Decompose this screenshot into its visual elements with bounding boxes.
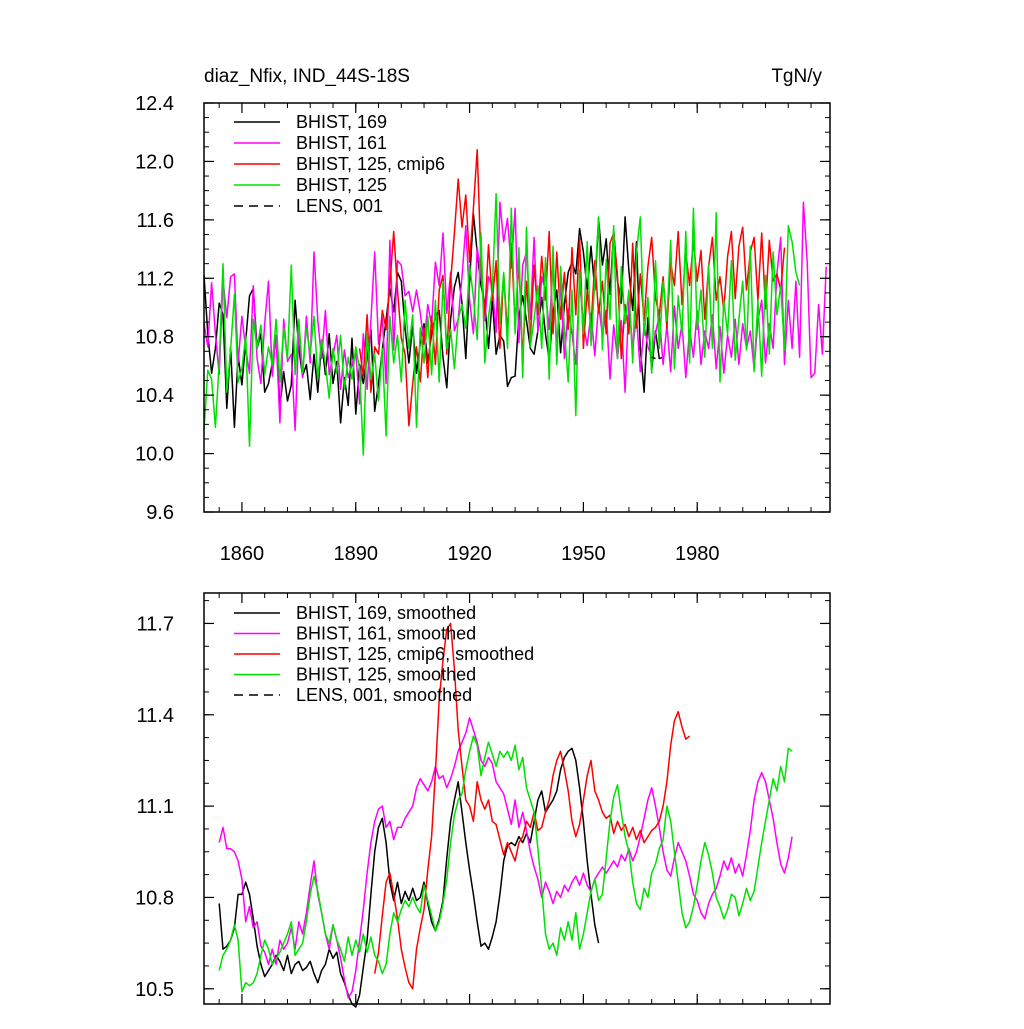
legend-label: BHIST, 161: [296, 133, 387, 153]
series-line-top-0: [203, 213, 664, 429]
series-line-bottom-3: [218, 735, 793, 993]
bottom-plot-frame: [203, 592, 831, 1005]
x-tick-label: 1980: [675, 543, 720, 565]
legend-label: BHIST, 125: [296, 175, 387, 195]
top-axes: 9.6 10.0 10.4 10.8 11.2 11.6 12.0 12.4 1860 1890 1…: [135, 93, 830, 565]
y-tick-label: 10.4: [135, 385, 174, 407]
y-tick-label: 10.0: [135, 444, 174, 466]
legend-label: BHIST, 125, smoothed: [296, 665, 476, 685]
chart-title-left: diaz_Nfix, IND_44S-18S: [204, 66, 410, 87]
bottom-axes: 10.5 10.8 11.1 11.4 11.7: [135, 593, 830, 1004]
legend-label: LENS, 001: [296, 196, 383, 216]
y-tick-label: 11.7: [137, 613, 174, 635]
y-tick-label: 11.6: [137, 210, 174, 232]
chart-title-right: TgN/y: [771, 66, 822, 87]
series-line-top-3: [203, 192, 801, 456]
y-tick-label: 11.1: [137, 796, 174, 818]
series-line-top-4: [651, 356, 656, 360]
y-tick-label: 12.4: [135, 93, 174, 115]
legend-label: LENS, 001, smoothed: [296, 685, 472, 705]
bottom-panel: 10.5 10.8 11.1 11.4 11.7 BHIST, 169, smoothe…: [135, 592, 831, 1008]
legend-label: BHIST, 125, cmip6: [296, 154, 445, 174]
top-plot-frame: [203, 102, 831, 513]
y-tick-label: 10.8: [135, 887, 174, 909]
top-plot-area: [203, 148, 827, 456]
legend-label: BHIST, 125, cmip6, smoothed: [296, 644, 534, 664]
series-line-bottom-1: [218, 717, 793, 999]
series-line-bottom-2: [373, 622, 691, 990]
y-tick-label: 9.6: [146, 502, 174, 524]
legend-label: BHIST, 169: [296, 112, 387, 132]
series-line-bottom-0: [218, 747, 600, 1008]
x-tick-label: 1920: [447, 543, 492, 565]
legend-label: BHIST, 169, smoothed: [296, 603, 476, 623]
x-tick-label: 1860: [220, 543, 265, 565]
y-tick-label: 10.5: [135, 979, 174, 1001]
top-panel: diaz_Nfix, IND_44S-18S TgN/y 9.6 10.0 10.4…: [135, 66, 831, 565]
x-tick-label: 1890: [334, 543, 379, 565]
series-line-top-2: [358, 148, 786, 427]
y-tick-label: 10.8: [135, 327, 174, 349]
legend-label: BHIST, 161, smoothed: [296, 624, 476, 644]
y-tick-label: 12.0: [135, 151, 174, 173]
y-tick-label: 11.4: [137, 705, 174, 727]
x-tick-label: 1950: [561, 543, 606, 565]
bottom-plot-area: [218, 622, 793, 1008]
y-tick-label: 11.2: [137, 268, 174, 290]
